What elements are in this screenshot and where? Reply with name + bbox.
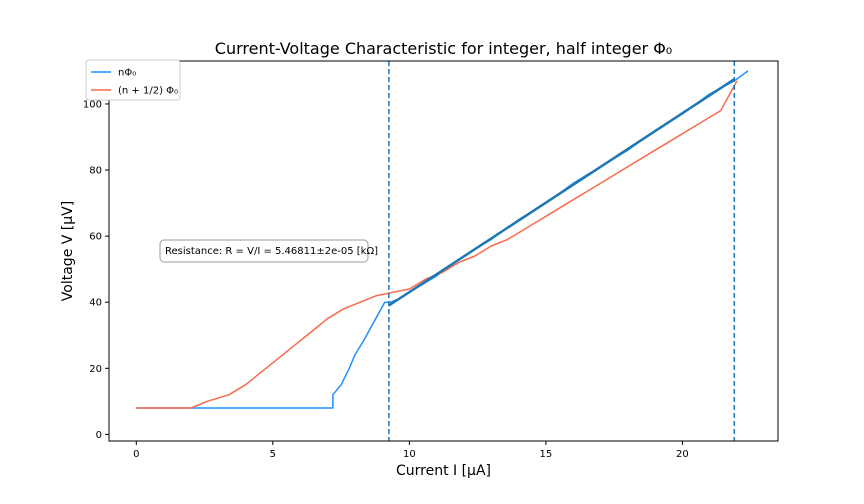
legend-label: nΦ₀ — [118, 68, 136, 79]
annotation-box — [159, 239, 369, 263]
series-fit-line — [388, 78, 735, 307]
y-tick-label: 80 — [89, 166, 102, 177]
series-line-half-integer — [136, 80, 738, 409]
series-line-integer — [136, 70, 749, 409]
x-tick-label: 5 — [270, 449, 276, 460]
x-tick-label: 10 — [403, 449, 416, 460]
y-tick-label: 60 — [89, 232, 102, 243]
legend: nΦ₀ (n + 1/2) Φ₀ — [85, 59, 181, 101]
x-tick-label: 0 — [133, 449, 139, 460]
y-tick-label: 0 — [96, 430, 102, 441]
axes-frame — [108, 60, 779, 442]
x-tick-label: 20 — [676, 449, 689, 460]
x-tick-label: 15 — [540, 449, 553, 460]
resistance-annotation: Resistance: R = V/I = 5.46811±2e-05 [kΩ] — [159, 239, 378, 263]
axis-ticks: 0 5 10 15 20 0 20 40 60 80 100 — [83, 99, 689, 460]
annotation-text: Resistance: R = V/I = 5.46811±2e-05 [kΩ] — [165, 246, 378, 257]
legend-label: (n + 1/2) Φ₀ — [118, 86, 178, 97]
y-tick-label: 20 — [89, 364, 102, 375]
chart-title: Current-Voltage Characteristic for integ… — [215, 39, 672, 58]
y-axis-label: Voltage V [μV] — [60, 201, 76, 301]
plot-content — [136, 61, 749, 441]
x-axis-label: Current I [μA] — [396, 463, 491, 479]
y-tick-label: 100 — [83, 99, 102, 110]
y-tick-label: 40 — [89, 298, 102, 309]
